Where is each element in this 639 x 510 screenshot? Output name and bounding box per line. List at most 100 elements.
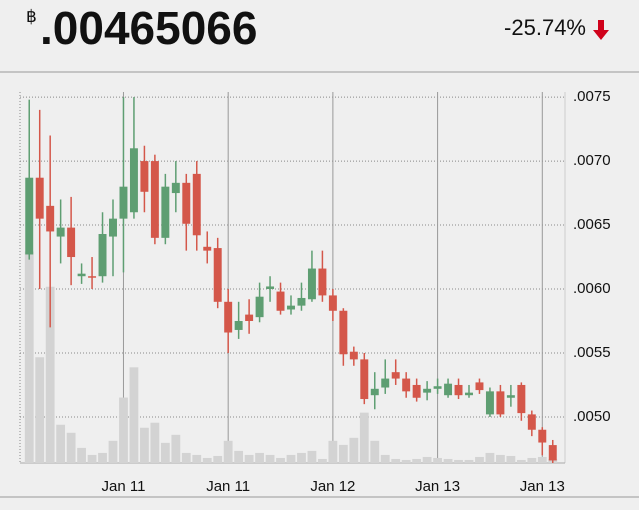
candle-body xyxy=(318,268,327,296)
candle-body xyxy=(517,384,526,414)
candle-body xyxy=(150,161,159,238)
candle-body xyxy=(77,273,86,277)
y-tick-label: .0075 xyxy=(573,88,611,105)
y-tick-label: .0050 xyxy=(573,408,611,425)
volume-bar xyxy=(255,452,264,463)
volume-bar xyxy=(129,367,139,463)
volume-bar xyxy=(223,440,233,463)
volume-bar xyxy=(380,454,390,463)
candle-body xyxy=(88,276,97,278)
candle-body xyxy=(538,429,547,443)
down-arrow xyxy=(593,20,609,40)
volume-bar xyxy=(391,458,401,463)
candle-body xyxy=(423,388,432,393)
volume-bar xyxy=(516,459,526,463)
candle-body xyxy=(224,301,233,333)
volume-bar xyxy=(454,459,463,463)
candle-body xyxy=(412,384,421,398)
candle-body xyxy=(485,391,494,415)
candle-body xyxy=(506,395,515,398)
volume-bar xyxy=(401,459,411,463)
volume-bar xyxy=(412,458,422,463)
volume-bar xyxy=(318,458,327,463)
volume-bar xyxy=(506,455,516,463)
volume-bar xyxy=(140,427,149,463)
volume-bar xyxy=(171,434,181,463)
candle-body xyxy=(349,351,358,360)
candle-body xyxy=(370,388,379,396)
y-tick-label: .0070 xyxy=(573,152,611,169)
candle-body xyxy=(496,391,505,415)
candle-body xyxy=(307,268,316,300)
volume-bar xyxy=(359,412,369,463)
candle-body xyxy=(203,246,212,251)
x-tick-label: Jan 11 xyxy=(102,478,146,495)
y-tick-label: .0060 xyxy=(573,280,611,297)
candle-body xyxy=(213,248,222,302)
x-tick-label: Jan 13 xyxy=(415,478,460,495)
volume-bar xyxy=(181,452,191,463)
candle-body xyxy=(255,296,264,318)
candle-body xyxy=(328,295,337,311)
volume-bar xyxy=(35,357,45,463)
x-tick-label: Jan 12 xyxy=(310,478,355,495)
candle-body xyxy=(381,378,390,388)
volume-bar xyxy=(475,456,484,463)
volume-bar xyxy=(119,397,128,463)
volume-bar xyxy=(464,459,474,463)
volume-bar xyxy=(202,457,212,463)
candle-body xyxy=(276,291,285,311)
candle-body xyxy=(98,234,107,277)
candle-body xyxy=(67,227,76,258)
volume-bar xyxy=(244,454,254,463)
volume-bar xyxy=(496,454,505,463)
price: .00465066 xyxy=(40,2,257,54)
volume-bar xyxy=(370,440,380,463)
candle-body xyxy=(119,186,128,219)
x-tick-label: Jan 13 xyxy=(520,478,565,495)
volume-bar xyxy=(234,450,244,463)
candle-body xyxy=(297,297,306,306)
volume-bar xyxy=(213,455,223,463)
volume-bar xyxy=(307,450,317,463)
candle-body xyxy=(46,205,55,232)
volume-bar xyxy=(443,458,453,463)
volume-bar xyxy=(66,432,76,463)
candle-body xyxy=(35,177,44,219)
volume-bar xyxy=(56,424,66,463)
candle-body xyxy=(444,383,453,396)
y-tick-label: .0055 xyxy=(573,344,611,361)
volume-bar xyxy=(77,447,86,463)
candle-body xyxy=(287,305,295,310)
candle-body xyxy=(548,445,557,461)
volume-bar xyxy=(297,452,306,463)
volume-bar xyxy=(98,452,107,463)
volume-bar xyxy=(24,251,34,463)
candle-body xyxy=(527,414,536,430)
volume-bar xyxy=(527,457,537,463)
candle-body xyxy=(391,372,400,379)
candle-body xyxy=(454,384,463,396)
candle-body xyxy=(234,320,243,330)
volume-bar xyxy=(537,456,547,463)
volume-bar xyxy=(485,452,495,463)
volume-bar xyxy=(160,442,170,463)
candle-body xyxy=(339,310,348,355)
volume-bar xyxy=(108,440,118,463)
volume-bar xyxy=(286,454,296,463)
volume-bar xyxy=(265,454,275,463)
candle-body xyxy=(192,173,201,236)
volume-bar xyxy=(45,286,55,463)
volume-bar xyxy=(328,440,338,463)
volume-bar xyxy=(87,454,97,463)
volume-bar xyxy=(276,457,285,463)
change-percent: -25.74% xyxy=(504,15,586,40)
candle-body xyxy=(56,227,65,237)
candle-body xyxy=(109,218,117,237)
candle-body xyxy=(433,386,442,389)
plot: .0050 .0055 .0060 .0065 .0070 .0075 Jan 11 Jan … xyxy=(20,88,611,495)
candle-body xyxy=(475,382,484,391)
candle-body xyxy=(161,186,170,238)
volume-bar xyxy=(338,444,348,463)
